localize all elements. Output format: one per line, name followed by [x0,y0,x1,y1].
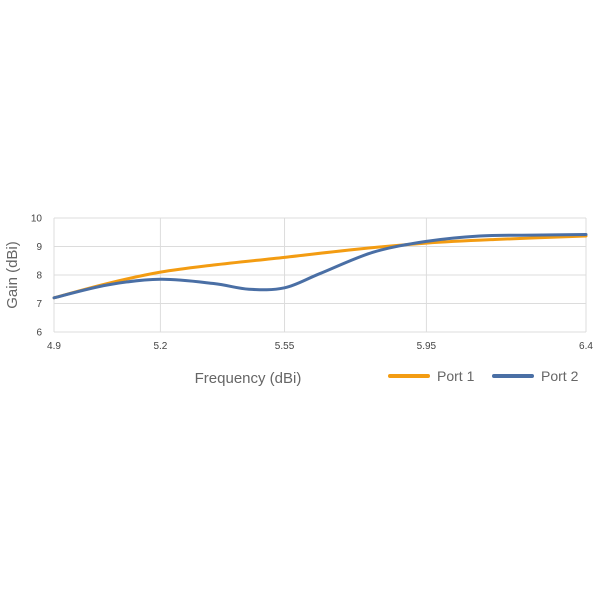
y-tick-label: 10 [31,214,43,225]
y-axis-title: Gain (dBi) [4,241,21,309]
series-lines [52,233,588,300]
series-line-port-1 [52,234,588,300]
x-tick-label: 4.9 [47,341,61,352]
x-tick-label: 5.95 [417,341,437,352]
legend-label-port-1: Port 1 [437,368,475,384]
y-tick-label: 7 [36,299,42,310]
legend-label-port-2: Port 2 [541,368,579,384]
x-tick-label: 6.4 [579,341,593,352]
x-tick-label: 5.55 [275,341,295,352]
legend: Port 1 Port 2 [388,368,579,384]
y-tick-label: 8 [36,271,42,282]
x-tick-label: 5.2 [153,341,167,352]
y-tick-label: 6 [36,328,42,339]
y-axis-ticks: 6 7 8 9 10 [31,214,43,339]
x-axis-title: Frequency (dBi) [195,370,302,387]
x-axis-ticks: 4.9 5.2 5.55 5.95 6.4 [47,341,593,352]
series-line-port-2 [52,233,588,300]
y-tick-label: 9 [36,242,42,253]
